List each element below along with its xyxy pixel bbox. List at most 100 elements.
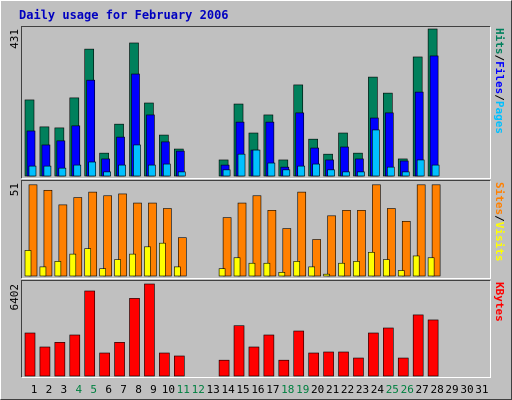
bar	[148, 202, 157, 277]
legend-entry: KBytes	[493, 282, 506, 322]
bar	[43, 165, 52, 177]
bar	[24, 250, 32, 277]
legend-separator: /	[493, 55, 506, 62]
bar	[73, 197, 83, 277]
y-tick-label: 6402	[8, 284, 21, 311]
bar	[129, 298, 140, 377]
x-tick-label: 30	[460, 383, 473, 396]
y-tick-label: 431	[8, 29, 21, 49]
bar	[353, 357, 364, 377]
bar	[397, 357, 409, 377]
bar	[263, 262, 271, 277]
bar	[252, 149, 261, 177]
bar	[233, 325, 245, 377]
bar	[178, 171, 186, 177]
bar	[103, 171, 111, 177]
bar	[429, 55, 439, 177]
x-tick-label: 11	[177, 383, 190, 396]
bar	[218, 359, 230, 377]
x-tick-label: 12	[192, 383, 205, 396]
bar	[248, 346, 260, 377]
bar	[327, 215, 336, 277]
panel-border-dark	[21, 26, 491, 179]
bar	[297, 191, 307, 277]
legend-entry: Visits	[493, 222, 506, 262]
bar	[267, 210, 277, 277]
x-tick-label: 18	[281, 383, 294, 396]
bar	[222, 217, 232, 277]
x-tick-label: 9	[150, 383, 157, 396]
x-tick-label: 28	[430, 383, 443, 396]
bar	[237, 153, 246, 177]
x-tick-label: 3	[61, 383, 68, 396]
bar	[342, 210, 351, 277]
bar	[54, 261, 62, 277]
bar	[99, 352, 110, 377]
legend: Hits/Files/Pages	[493, 28, 506, 134]
bar	[144, 283, 155, 377]
bar	[163, 163, 171, 177]
bar	[387, 208, 396, 277]
x-tick-label: 1	[31, 383, 38, 396]
x-tick-label: 6	[105, 383, 112, 396]
bar	[114, 342, 125, 377]
x-tick-label: 26	[401, 383, 414, 396]
x-tick-label: 25	[386, 383, 399, 396]
x-tick-label: 29	[445, 383, 458, 396]
bar	[353, 261, 360, 277]
x-tick-label: 27	[416, 383, 429, 396]
legend-entry: Files	[493, 61, 506, 94]
bar	[73, 164, 82, 177]
bar	[88, 191, 98, 277]
x-tick-label: 24	[371, 383, 385, 396]
panel-border-dark	[21, 280, 491, 378]
bar	[372, 129, 380, 177]
bar	[397, 270, 405, 277]
x-tick-label: 17	[266, 383, 279, 396]
bar	[342, 171, 350, 177]
bar	[368, 332, 379, 377]
panel-border-light	[21, 280, 491, 378]
bar	[401, 220, 411, 277]
bar	[383, 259, 390, 277]
bar	[163, 208, 172, 277]
bar	[385, 112, 394, 177]
x-tick-label: 16	[251, 383, 264, 396]
bar	[308, 352, 319, 377]
panel-border-dark	[21, 180, 491, 279]
bar	[233, 257, 241, 277]
bar	[218, 268, 226, 277]
bar	[323, 273, 330, 277]
bar	[129, 253, 136, 277]
bar	[412, 255, 420, 277]
bar	[252, 195, 262, 277]
bar	[54, 342, 66, 377]
bar	[39, 266, 47, 277]
bar	[412, 314, 424, 377]
bar	[248, 262, 256, 277]
bar	[114, 259, 121, 277]
bar	[69, 334, 81, 377]
legend: KBytes	[493, 282, 506, 322]
bar	[427, 319, 439, 377]
bar	[159, 352, 170, 377]
bar	[159, 242, 166, 277]
bar	[293, 261, 301, 277]
bar	[24, 332, 36, 377]
bar	[278, 359, 290, 377]
x-tick-label: 21	[326, 383, 339, 396]
legend-entry: Sites	[493, 182, 506, 215]
legend-entry: Hits	[493, 28, 506, 55]
legend-entry: Pages	[493, 101, 506, 134]
bar	[416, 159, 425, 177]
x-tick-label: 14	[221, 383, 235, 396]
bar	[144, 246, 151, 277]
bar	[427, 257, 435, 277]
x-tick-label: 7	[120, 383, 127, 396]
bar	[133, 144, 141, 177]
bar	[312, 163, 320, 177]
bar	[99, 268, 106, 277]
y-tick-label: 51	[8, 183, 21, 196]
